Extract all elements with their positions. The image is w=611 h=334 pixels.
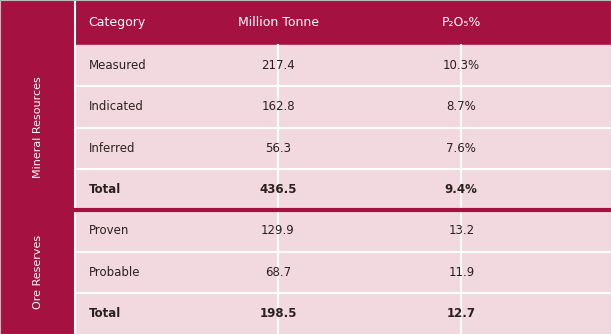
Bar xyxy=(75,252,611,293)
Text: 12.7: 12.7 xyxy=(447,307,476,320)
Text: Indicated: Indicated xyxy=(89,101,144,114)
Text: Probable: Probable xyxy=(89,266,140,279)
Text: Category: Category xyxy=(89,16,146,29)
Text: 129.9: 129.9 xyxy=(261,224,295,237)
Text: P₂O₅%: P₂O₅% xyxy=(442,16,481,29)
Text: 10.3%: 10.3% xyxy=(443,59,480,72)
Text: 13.2: 13.2 xyxy=(448,224,474,237)
Text: Inferred: Inferred xyxy=(89,142,135,155)
Text: Total: Total xyxy=(89,183,121,196)
Text: 162.8: 162.8 xyxy=(261,101,295,114)
Text: 9.4%: 9.4% xyxy=(445,183,478,196)
Bar xyxy=(0,45,75,210)
Bar xyxy=(0,0,611,45)
Text: 68.7: 68.7 xyxy=(265,266,291,279)
Text: Measured: Measured xyxy=(89,59,147,72)
Text: 7.6%: 7.6% xyxy=(447,142,476,155)
Text: Mineral Resources: Mineral Resources xyxy=(32,77,43,178)
Bar xyxy=(75,293,611,334)
Text: Total: Total xyxy=(89,307,121,320)
Bar xyxy=(75,86,611,128)
Bar xyxy=(75,128,611,169)
Text: 11.9: 11.9 xyxy=(448,266,474,279)
Text: Proven: Proven xyxy=(89,224,129,237)
Text: Ore Reserves: Ore Reserves xyxy=(32,235,43,309)
Bar xyxy=(75,210,611,252)
Text: 56.3: 56.3 xyxy=(265,142,291,155)
Text: 217.4: 217.4 xyxy=(261,59,295,72)
Text: Million Tonne: Million Tonne xyxy=(238,16,318,29)
Text: 198.5: 198.5 xyxy=(259,307,297,320)
Text: 8.7%: 8.7% xyxy=(447,101,476,114)
Text: 436.5: 436.5 xyxy=(259,183,297,196)
Bar xyxy=(75,169,611,210)
Bar xyxy=(0,210,75,334)
Bar xyxy=(75,45,611,86)
